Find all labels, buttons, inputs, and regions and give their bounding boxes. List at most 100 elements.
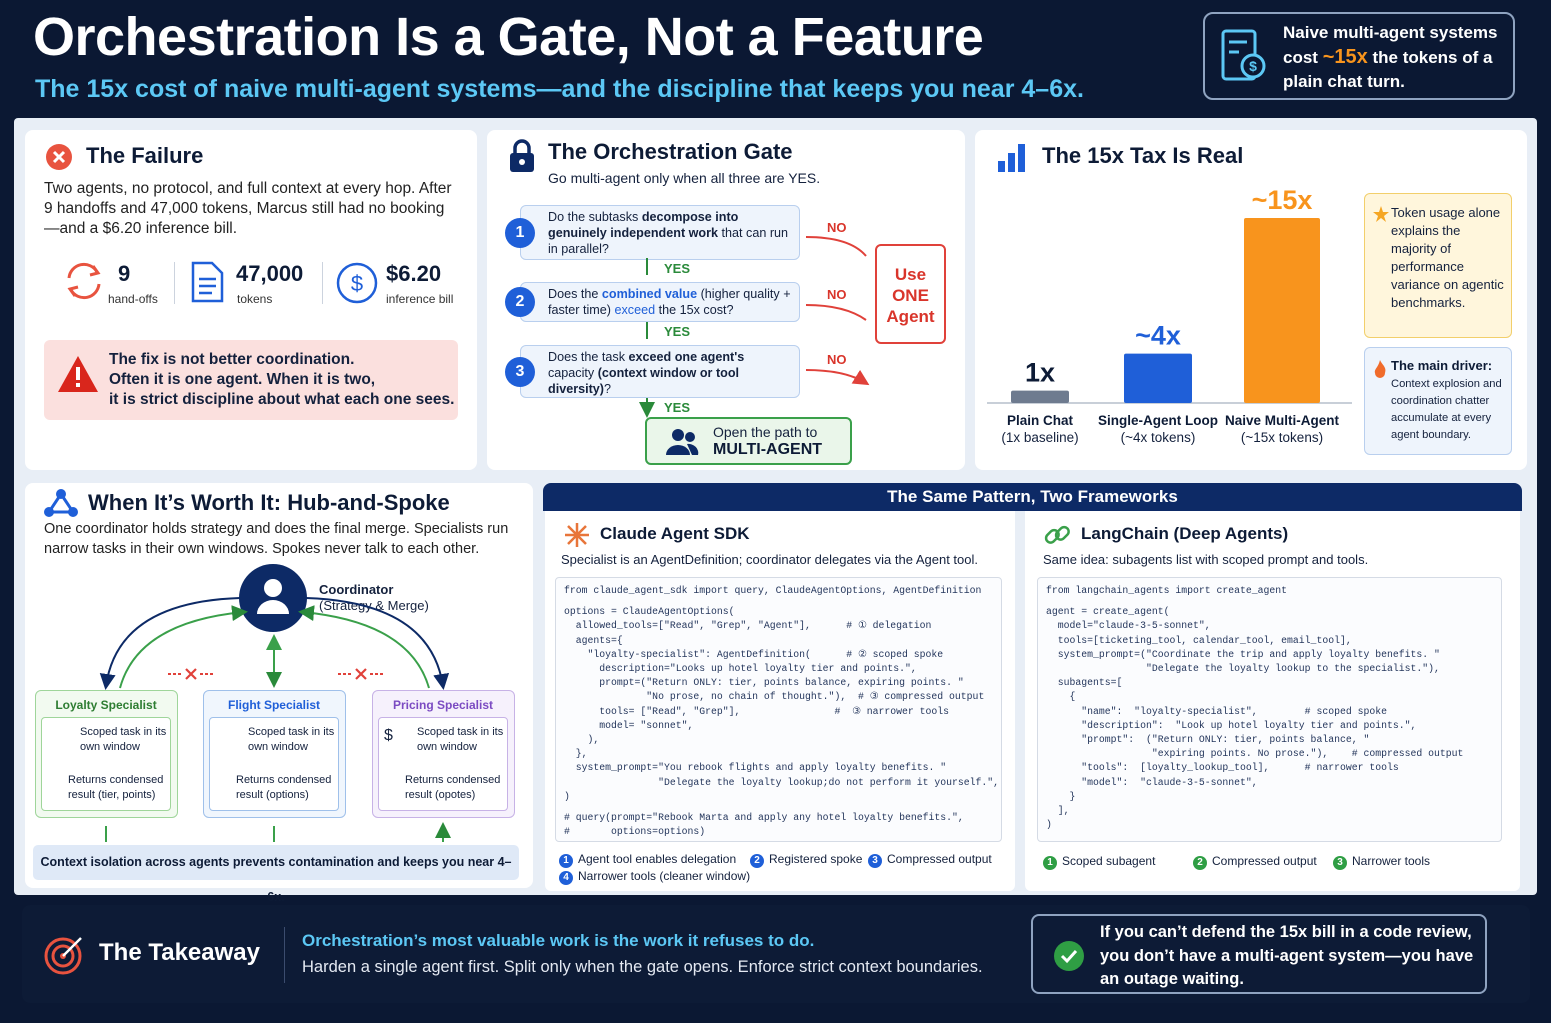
check-icon bbox=[1054, 941, 1084, 971]
legend-item: 1 Scoped subagent bbox=[1043, 854, 1155, 870]
legend-number: 1 bbox=[1043, 856, 1057, 870]
code-line: "tools": [loyalty_lookup_tool], # narrow… bbox=[1046, 762, 1399, 774]
code-line: ), bbox=[564, 734, 600, 746]
specialist-result: Returns condensed result (opotes) bbox=[405, 774, 501, 801]
takeaway-headline: Orchestration’s most valuable work is th… bbox=[302, 931, 815, 950]
circle-shape bbox=[44, 507, 54, 517]
rect-shape bbox=[76, 383, 80, 387]
circle-shape bbox=[1054, 941, 1084, 971]
code-line: agent = create_agent( bbox=[1046, 606, 1170, 618]
code-line: system_prompt="You rebook flights and ap… bbox=[564, 762, 947, 774]
code-line: "Delegate the loyalty lookup;do not perf… bbox=[564, 776, 1000, 788]
question-box bbox=[520, 282, 800, 322]
circle-shape bbox=[68, 507, 78, 517]
g-shape bbox=[1044, 525, 1070, 544]
code-line: "Delegate the loyalty lookup to the spec… bbox=[1046, 663, 1440, 675]
legend-item: 1 Agent tool enables delegation bbox=[559, 852, 736, 868]
driver-title: The main driver: bbox=[1391, 358, 1493, 373]
path-shape bbox=[1374, 360, 1386, 378]
text-shape: $ bbox=[351, 271, 363, 296]
code-line: } bbox=[1046, 790, 1076, 802]
code-block: from claude_agent_sdk import query, Clau… bbox=[555, 577, 1002, 842]
path-shape bbox=[199, 277, 216, 295]
legend-number: 4 bbox=[559, 871, 573, 885]
question-text: Does the combined value (higher quality … bbox=[548, 286, 793, 318]
circle-shape bbox=[672, 429, 684, 441]
lock-icon bbox=[510, 139, 534, 172]
callout-text: Naive multi-agent systems cost ~15x the … bbox=[1283, 21, 1508, 94]
legend-text: Scoped subagent bbox=[1062, 854, 1156, 868]
specialist-task: Scoped task in its own window bbox=[417, 726, 504, 753]
legend-number: 2 bbox=[1193, 856, 1207, 870]
circle-shape bbox=[56, 489, 66, 499]
code-line: "name": "loyalty-specialist", # scoped s… bbox=[1046, 705, 1387, 717]
legend-item: 3 Compressed output bbox=[868, 852, 992, 868]
card-title: Claude Agent SDK bbox=[600, 524, 750, 543]
legend-text: Registered spoke bbox=[769, 852, 863, 866]
code-line: "description": "Look up hotel loyalty ti… bbox=[1046, 719, 1417, 731]
code-line: tools=[ticketing_tool, calendar_tool, em… bbox=[1046, 634, 1352, 646]
target-icon bbox=[44, 937, 82, 975]
code-line: options = ClaudeAgentOptions( bbox=[564, 606, 735, 618]
one-agent-line: Agent bbox=[886, 307, 935, 326]
panel-title: When It’s Worth It: Hub-and-Spoke bbox=[88, 490, 450, 515]
question-text: Do the subtasks decompose into genuinely… bbox=[548, 209, 793, 257]
specialist-icon: $ bbox=[384, 727, 393, 745]
code-line: agents={ bbox=[564, 634, 623, 646]
path-shape bbox=[89, 265, 101, 277]
legend-text: Agent tool enables delegation bbox=[578, 852, 737, 866]
note-bar: Context isolation across agents prevents… bbox=[33, 845, 519, 904]
yes-label: YES bbox=[664, 400, 691, 415]
panel-title: The 15x Tax Is Real bbox=[1042, 143, 1244, 168]
stat-value: 9 bbox=[118, 261, 131, 286]
question-part: combined value bbox=[601, 287, 698, 301]
divider bbox=[284, 927, 285, 983]
code-line: description="Looks up hotel loyalty tier… bbox=[564, 663, 917, 675]
rect-shape bbox=[1018, 144, 1025, 172]
tax-panel: The 15x Tax Is Real Token usage alone ex… bbox=[975, 130, 1527, 470]
path-shape bbox=[1373, 206, 1389, 222]
panel-title: The Orchestration Gate bbox=[548, 139, 793, 164]
rect-shape bbox=[998, 161, 1005, 172]
page-title: Orchestration Is a Gate, Not a Feature bbox=[33, 7, 984, 67]
legend-text: Compressed output bbox=[1212, 854, 1317, 868]
hub-panel: When It’s Worth It: Hub-and-Spoke One co… bbox=[25, 483, 533, 904]
callout-text: Naive multi-agent systems cost bbox=[1283, 23, 1498, 67]
g-shape bbox=[565, 523, 589, 547]
link-icon bbox=[1044, 525, 1070, 544]
description: One coordinator holds strategy and does … bbox=[44, 521, 509, 557]
callout-highlight: ~15x bbox=[1322, 46, 1368, 68]
subtitle: Go multi-agent only when all three are Y… bbox=[548, 170, 821, 186]
path-shape bbox=[1060, 949, 1078, 964]
code-line: subagents=[ bbox=[1046, 677, 1123, 689]
no-label: NO bbox=[827, 352, 847, 367]
dollar-icon: $ bbox=[336, 262, 378, 304]
network-icon bbox=[44, 489, 78, 517]
coordinator-name: Coordinator bbox=[319, 582, 394, 597]
legend-text: Compressed output bbox=[887, 852, 992, 866]
question-part: exceed one agent's bbox=[628, 350, 745, 364]
legend-item: 4 Narrower tools (cleaner window) bbox=[559, 869, 750, 885]
cycle-icon bbox=[67, 262, 101, 300]
code-block: from langchain_agents import create_agen… bbox=[1037, 577, 1502, 842]
one-agent-line: Use bbox=[894, 265, 927, 284]
failure-panel: The Failure Two agents, no protocol, and… bbox=[25, 130, 477, 470]
legend-number: 3 bbox=[868, 854, 882, 868]
claude-icon bbox=[565, 523, 589, 547]
question-number: 3 bbox=[505, 356, 535, 387]
langchain-card: LangChain (Deep Agents) Same idea: subag… bbox=[1025, 511, 1520, 891]
code-line: "model": "claude-3-5-sonnet", bbox=[1046, 776, 1258, 788]
rect-shape bbox=[1054, 525, 1070, 541]
legend-number: 3 bbox=[1333, 856, 1347, 870]
question-number: 1 bbox=[505, 217, 535, 248]
legend-item: 2 Registered spoke bbox=[750, 852, 862, 868]
takeaway-body: Harden a single agent first. Split only … bbox=[302, 958, 983, 976]
warning-line: The fix is not better coordination. bbox=[109, 351, 355, 368]
path-shape bbox=[257, 600, 289, 614]
note-text: Token usage alone explains the majority … bbox=[1391, 205, 1504, 310]
circle-shape bbox=[1240, 53, 1266, 79]
question-part: capacity bbox=[548, 366, 598, 380]
question-number: 2 bbox=[505, 287, 535, 317]
rect-shape bbox=[76, 367, 80, 380]
